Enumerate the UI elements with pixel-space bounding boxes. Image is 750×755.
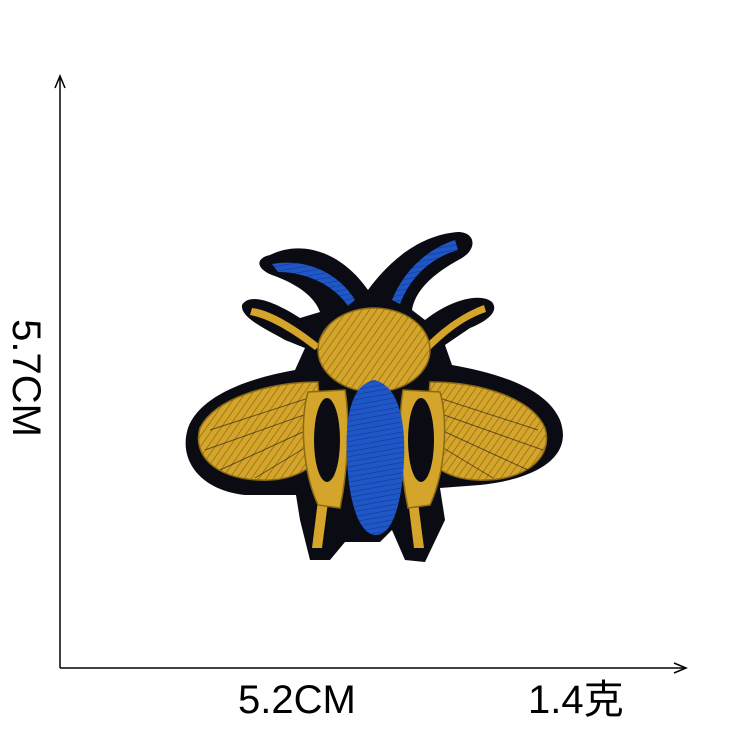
dimension-axes [54, 74, 688, 674]
wings [197, 381, 548, 481]
leg-upper-right [425, 305, 486, 350]
leg-lower-left [312, 500, 328, 548]
vertical-axis-arrow [54, 74, 66, 89]
right-wing [423, 381, 548, 481]
weight-label: 1.4克 [528, 678, 624, 722]
width-dimension-label: 5.2CM [238, 678, 356, 722]
right-antenna [392, 240, 458, 304]
horizontal-axis-arrow [673, 662, 688, 674]
leg-upper-left [250, 308, 320, 350]
bee-abdomen [346, 380, 405, 535]
legs [250, 305, 486, 548]
leg-lower-right [408, 500, 424, 548]
height-dimension-label: 5.7CM [4, 319, 48, 437]
antennae [272, 240, 458, 306]
bee-thorax [317, 307, 431, 393]
bee-patch-illustration [185, 232, 563, 562]
left-antenna [272, 262, 355, 306]
